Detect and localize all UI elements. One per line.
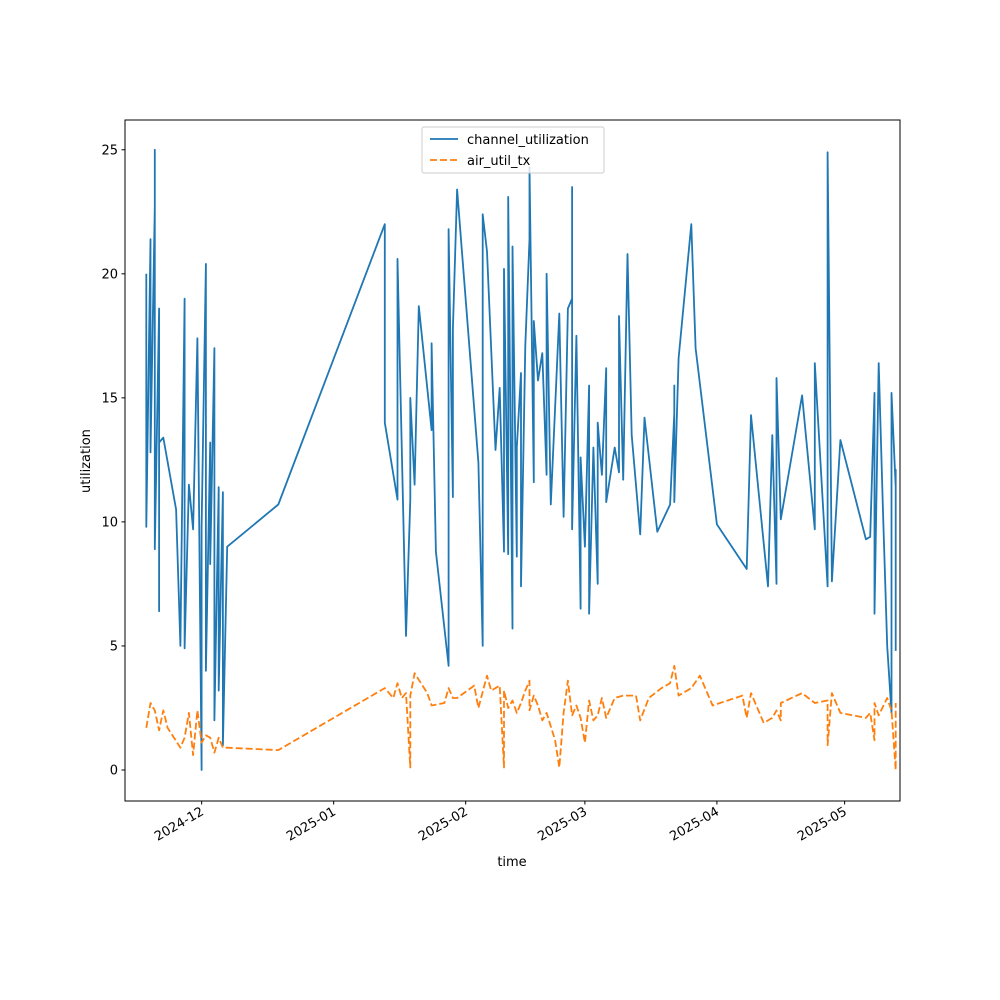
series-layer: [145, 148, 897, 771]
y-tick-label: 25: [101, 143, 118, 158]
y-tick-label: 5: [110, 639, 118, 654]
y-tick-label: 0: [110, 763, 118, 778]
legend-box: [421, 126, 605, 174]
series-line-channel-utilization: [145, 148, 897, 771]
plot-frame: [124, 119, 901, 802]
y-tick-label: 10: [101, 515, 118, 530]
legend-label-air-util-tx: air_util_tx: [467, 154, 531, 169]
series-line-air-util-tx: [145, 664, 897, 771]
legend-label-channel-utilization: channel_utilization: [467, 133, 589, 148]
y-axis-title: utilization: [79, 429, 94, 493]
y-tick-label: 15: [101, 391, 118, 406]
y-tick-label: 20: [101, 267, 118, 282]
legend: channel_utilization air_util_tx: [421, 126, 605, 174]
y-axis: 0 5 10 15 20 25: [101, 143, 125, 778]
x-axis-title: time: [497, 855, 526, 870]
